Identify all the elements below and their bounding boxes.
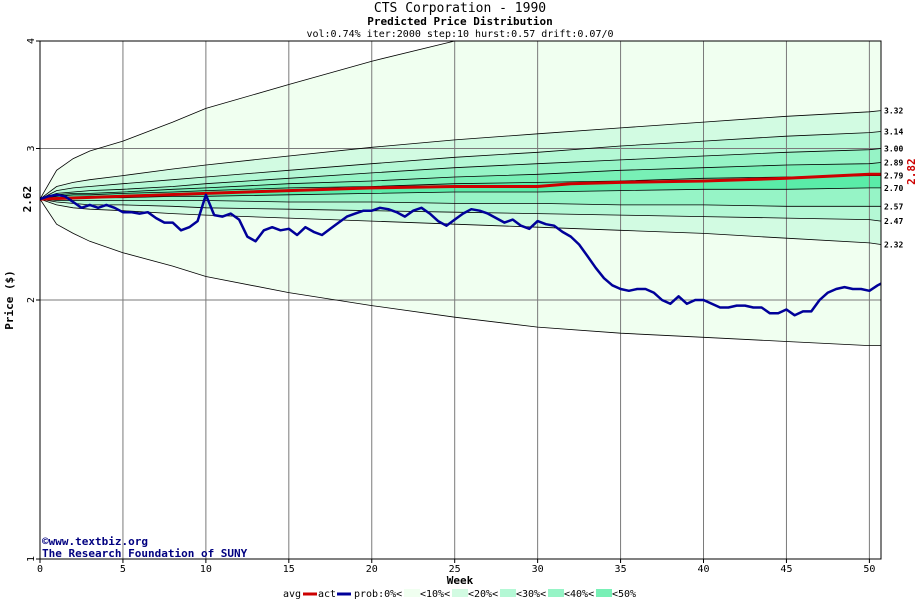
legend-b40-label: <40%< <box>564 589 594 600</box>
y-tick-label-4: 4 <box>26 38 37 44</box>
legend-avg-label: avg <box>283 589 301 600</box>
x-tick-label-15: 15 <box>283 564 295 575</box>
x-axis-ticks: 0 5 10 15 20 25 30 35 40 45 50 <box>37 559 875 575</box>
chart-subtitle: Predicted Price Distribution <box>367 15 552 28</box>
percentile-line-p-upper-20 <box>39 131 882 200</box>
legend-act-label: act <box>318 589 336 600</box>
percentile-line-p-upper-50 <box>39 175 881 200</box>
legend-band30-swatch <box>548 589 564 597</box>
x-tick-label-0: 0 <box>37 564 43 575</box>
average-price-line <box>39 172 881 201</box>
y-axis-title: Price ($) <box>3 270 16 330</box>
percentile-line-p-upper-30 <box>39 148 882 200</box>
right-label-2-89: 2.89 <box>884 158 903 167</box>
legend: avg act prob:0%< <10%< <20%< <30%< <40%<… <box>283 589 636 600</box>
chart-params: vol:0.74% iter:2000 step:10 hurst:0.57 d… <box>306 29 613 40</box>
chart-title: CTS Corporation - 1990 <box>374 1 546 16</box>
x-axis-title: Week <box>447 574 474 587</box>
x-tick-label-30: 30 <box>532 564 544 575</box>
x-tick-label-10: 10 <box>200 564 212 575</box>
right-label-3-32: 3.32 <box>884 107 903 116</box>
legend-b20-label: <20%< <box>468 589 498 600</box>
actual-price-line <box>39 193 882 317</box>
percentile-line-p-lower-40 <box>39 198 881 207</box>
final-actual-price-label: 2.82 <box>905 158 918 185</box>
x-tick-label-35: 35 <box>615 564 627 575</box>
legend-band20-swatch <box>500 589 516 597</box>
right-label-2-32: 2.32 <box>884 241 903 250</box>
x-tick-label-25: 25 <box>449 564 461 575</box>
percentile-line-p-lower-0 <box>39 198 881 347</box>
price-series <box>39 172 882 317</box>
x-tick-label-50: 50 <box>863 564 875 575</box>
x-tick-label-5: 5 <box>120 564 126 575</box>
x-tick-label-45: 45 <box>780 564 792 575</box>
x-tick-label-20: 20 <box>366 564 378 575</box>
legend-band10-swatch <box>452 589 468 597</box>
right-label-2-70: 2.70 <box>884 184 903 193</box>
percentile-line-p-upper-40 <box>39 162 882 200</box>
right-label-3-00: 3.00 <box>884 144 903 153</box>
percentile-line-p-lower-30 <box>39 198 882 222</box>
grid-lines <box>40 41 881 559</box>
y-tick-label-3: 3 <box>26 145 37 151</box>
legend-b50-label: <50% <box>612 589 636 600</box>
percentile-line-p-upper-10 <box>39 110 882 200</box>
right-label-2-57: 2.57 <box>884 202 903 211</box>
y-tick-label-1: 1 <box>26 556 37 562</box>
y-axis-ticks: 1 2 3 4 <box>26 38 40 562</box>
legend-b30-label: <30%< <box>516 589 546 600</box>
legend-prob-label: prob:0%< <box>354 589 402 600</box>
y-tick-label-2: 2 <box>26 297 37 303</box>
right-label-2-47: 2.47 <box>884 217 903 226</box>
legend-band40-swatch <box>596 589 612 597</box>
credit-website: ©www.textbiz.org <box>42 535 148 548</box>
legend-b10-label: <10%< <box>420 589 450 600</box>
credit-organization: The Research Foundation of SUNY <box>42 547 248 560</box>
start-price-label: 2.62 <box>21 186 34 213</box>
right-label-3-14: 3.14 <box>884 127 903 136</box>
right-label-2-79: 2.79 <box>884 172 903 181</box>
legend-band0-swatch <box>404 589 420 597</box>
right-percentile-labels: 3.32 3.14 3.00 2.89 2.79 2.70 2.57 2.47 2.32 <box>884 107 903 250</box>
x-tick-label-40: 40 <box>697 564 709 575</box>
